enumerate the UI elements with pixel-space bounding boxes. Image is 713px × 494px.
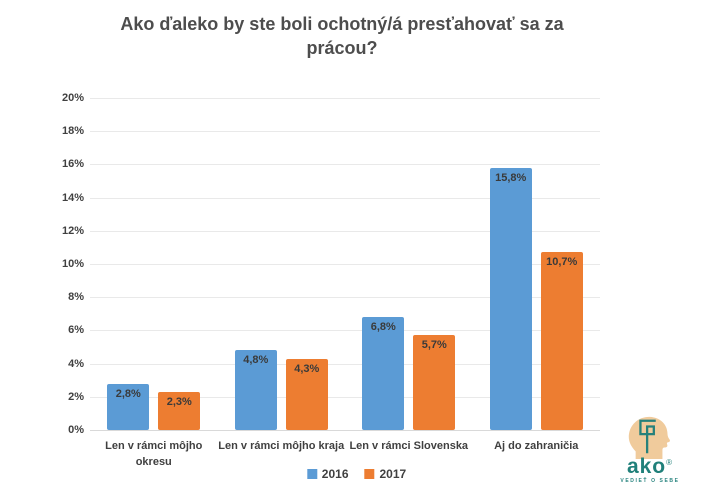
category-label: Len v rámci môjho okresu [105,440,203,468]
bar-value-label: 2,8% [115,387,141,400]
y-tick-label: 18% [61,125,84,138]
legend-label: 2016 [321,467,349,481]
legend-label: 2017 [379,467,407,481]
bar-value-label: 6,8% [370,321,396,334]
category-label: Len v rámci môjho kraja [218,440,345,452]
y-tick-label: 2% [68,390,84,403]
y-tick-label: 12% [61,224,84,237]
gridline [90,164,600,166]
legend-swatch [306,469,317,479]
bar-2017-3: 5,7% [413,335,456,430]
gridline [90,396,600,398]
gridline [90,363,600,365]
bar-2017-2: 4,3% [285,358,328,430]
registered-mark: ® [666,458,674,467]
plot-area: 2,8% 2,3% Len v rámci môjho okresu 4,8% 4,3%… [90,98,600,468]
bar-2017-1: 2,3% [158,391,201,430]
gridline [90,430,600,431]
gridline [90,330,600,332]
ako-logo: ako® vedieť o sebe [610,415,690,484]
gridline [90,264,600,265]
y-tick-label: 6% [68,324,84,337]
y-tick-label: 20% [61,92,84,104]
gridline [90,297,600,299]
bar-value-label: 5,7% [421,339,447,352]
gridline [90,230,600,232]
legend-item-2016: 2016 [306,467,349,481]
bar-2016-1: 2,8% [107,383,150,430]
bar-2016-3: 6,8% [362,317,405,430]
bar-2016-4: 15,8% [489,167,532,430]
y-tick-label: 4% [68,357,84,370]
y-tick-label: 0% [68,424,84,436]
y-tick-label: 10% [61,258,84,270]
gridline [90,131,600,133]
bar-value-label: 2,3% [166,395,192,408]
logo-word-text: ako [626,455,667,478]
logo-tagline: vedieť o sebe [620,478,680,484]
y-tick-label: 14% [61,191,84,204]
gridline [90,98,600,99]
chart-title: Ako ďaleko by ste boli ochotný/á presťah… [120,14,564,59]
bar-value-label: 4,3% [294,362,320,375]
bar-value-label: 4,8% [243,354,269,367]
y-tick-label: 16% [61,158,84,171]
logo-wordmark: ako® [610,456,690,477]
bar-2016-2: 4,8% [234,350,277,430]
legend-item-2017: 2017 [364,467,407,481]
legend-swatch [364,469,375,479]
bar-2017-4: 10,7% [540,252,583,430]
bar-value-label: 15,8% [495,171,527,184]
bar-value-label: 10,7% [546,256,578,269]
y-tick-label: 8% [68,291,84,304]
category-label: Len v rámci Slovenska [349,440,469,452]
legend: 2016 2017 [306,467,407,481]
gridline [90,197,600,199]
head-spiral-icon [628,416,670,459]
category-label: Aj do zahraničia [494,440,579,452]
